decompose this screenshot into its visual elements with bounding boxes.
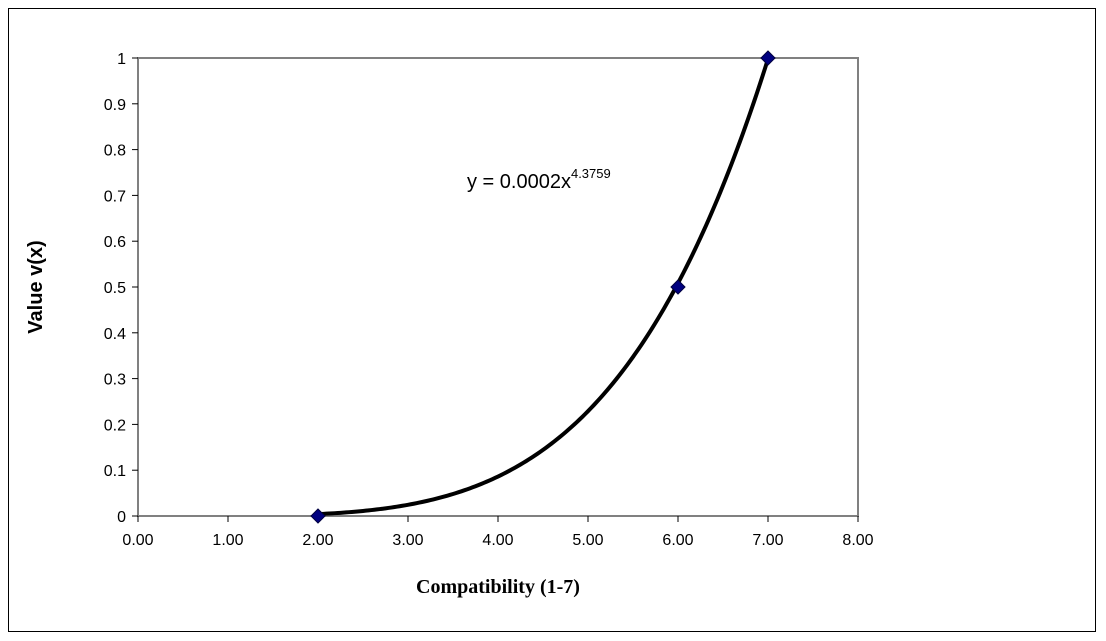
x-tick-label: 8.00 [842,532,873,549]
data-point-diamond [670,279,686,295]
plot-area [137,57,859,517]
equation-base: y = 0.0002x [467,171,571,193]
y-tick-label: 0.6 [104,234,126,251]
x-tick-label: 6.00 [662,532,693,549]
y-tick-label: 0.9 [104,97,126,114]
x-tick-label: 5.00 [572,532,603,549]
y-tick-label: 0.4 [104,326,126,343]
y-tick-label: 1 [117,51,126,68]
x-tick-label: 1.00 [212,532,243,549]
y-tick-label: 0.5 [104,280,126,297]
x-axis-ticks: 0.00 1.00 2.00 3.00 4.00 5.00 6.00 7.00 8.00 [122,516,874,549]
x-tick-label: 0.00 [122,532,153,549]
x-tick-label: 3.00 [392,532,423,549]
y-tick-label: 0 [117,509,126,526]
x-tick-label: 7.00 [752,532,783,549]
y-tick-label: 0.7 [104,188,126,205]
equation-label: y = 0.0002x4.3759 [467,166,611,193]
equation-exponent: 4.3759 [571,166,611,181]
x-tick-label: 2.00 [302,532,333,549]
y-tick-label: 0.1 [104,463,126,480]
y-axis-title: Value v(x) [25,240,47,333]
y-tick-label: 0.2 [104,417,126,434]
x-tick-label: 4.00 [482,532,513,549]
x-axis-title: Compatibility (1-7) [416,576,580,598]
data-point-diamond [310,508,326,524]
y-tick-label: 0.3 [104,372,126,389]
data-point-diamond [760,50,776,66]
trendline [317,58,770,517]
data-points [310,50,776,524]
y-axis-ticks: 0 0.1 0.2 0.3 0.4 0.5 0.6 0.7 0.8 0.9 1 [104,51,138,526]
y-tick-label: 0.8 [104,143,126,160]
